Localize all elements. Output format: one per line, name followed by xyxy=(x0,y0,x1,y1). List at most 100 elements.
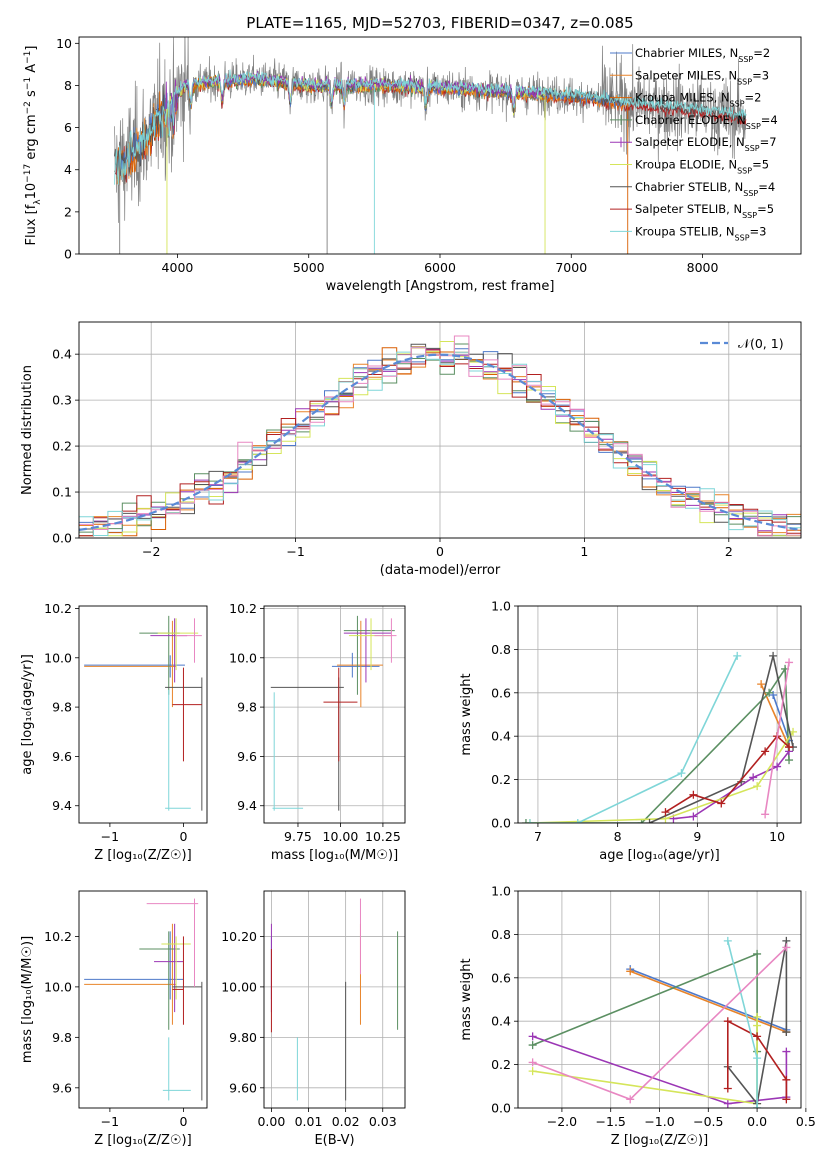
weight-marker xyxy=(528,1032,537,1041)
error-bar xyxy=(84,931,184,1000)
weight-line xyxy=(529,731,794,823)
weight-series xyxy=(723,1017,791,1104)
weight-marker xyxy=(769,651,778,660)
legend-count: =2 xyxy=(745,91,762,105)
legend-name: Kroupa ELODIE, N xyxy=(635,158,737,172)
y-tick-label: 0.2 xyxy=(52,439,72,454)
legend-name: Chabrier MILES, N xyxy=(635,46,738,60)
weight-marker xyxy=(689,812,698,821)
weight-marker xyxy=(723,1084,732,1093)
error-bar xyxy=(172,936,184,1025)
y-tick-label: 9.80 xyxy=(229,1030,257,1045)
y-tick-label: 10.2 xyxy=(44,929,72,944)
legend-sub: SSP xyxy=(742,211,757,220)
error-bar xyxy=(172,667,202,762)
x-tick-label: 0.02 xyxy=(332,1114,360,1129)
weight-marker xyxy=(757,680,766,689)
weight-line xyxy=(727,940,758,1108)
y-tick-label: 0.2 xyxy=(491,1057,511,1072)
weight-marker xyxy=(723,1099,732,1108)
weight-marker xyxy=(749,773,758,782)
weight-series xyxy=(528,943,791,1104)
x-tick-label: −2 xyxy=(142,544,160,559)
error-bar xyxy=(165,689,191,811)
error-bar xyxy=(139,615,180,695)
weight-marker xyxy=(785,756,794,765)
y-tick-label: 10.0 xyxy=(44,650,72,665)
weight-line xyxy=(727,940,788,1106)
error-bar xyxy=(323,667,358,762)
legend-name: Salpeter MILES, N xyxy=(635,68,737,82)
ylabel-part: ] xyxy=(24,46,39,51)
weight-line xyxy=(530,655,738,823)
legend-count: =2 xyxy=(753,46,770,60)
x-tick-label: −1.0 xyxy=(644,1114,674,1129)
x-tick-label: 8 xyxy=(614,829,622,844)
y-tick-label: 9.60 xyxy=(229,1080,257,1095)
ylabel-part: −1 xyxy=(23,77,33,90)
ylabel-part: λ xyxy=(33,199,43,205)
weight-marker xyxy=(661,808,670,817)
model-spectrum xyxy=(114,69,747,185)
x-tick-label: −1 xyxy=(101,1114,119,1129)
weight-marker xyxy=(753,1032,762,1041)
x-tick-label: 7000 xyxy=(555,260,587,275)
legend-count: =5 xyxy=(757,202,774,216)
y-tick-label: 9.8 xyxy=(52,1030,72,1045)
legend-count: =5 xyxy=(752,158,769,172)
y-tick-label: 6 xyxy=(64,120,72,135)
weight-line xyxy=(764,662,790,815)
legend-entry: Salpeter ELODIE, NSSP=7 xyxy=(635,135,777,153)
weight-line xyxy=(665,735,790,813)
z-mass-ylabel: mass [log₁₀(M/M☉)] xyxy=(20,936,35,1063)
ylabel-part: s xyxy=(24,90,39,101)
legend-name: Chabrier STELIB, N xyxy=(635,180,743,194)
ylabel-part: Flux [f xyxy=(24,204,39,245)
legend-count: =4 xyxy=(758,180,775,194)
x-tick-label: 0 xyxy=(179,1114,187,1129)
legend-name: Chabrier ELODIE, N xyxy=(635,113,746,127)
legend-entry: Salpeter MILES, NSSP=3 xyxy=(635,68,769,86)
weight-marker xyxy=(717,799,726,808)
histogram-series xyxy=(79,335,801,537)
ylabel-part: A xyxy=(24,64,39,77)
weight-marker xyxy=(761,747,770,756)
normal-curve xyxy=(79,353,801,531)
error-bar xyxy=(348,618,392,671)
legend-count: =4 xyxy=(761,113,778,127)
age-weight-frame xyxy=(517,605,802,824)
y-tick-label: 10.0 xyxy=(44,979,72,994)
y-tick-label: 0.8 xyxy=(491,927,511,942)
legend-name: Salpeter ELODIE, N xyxy=(635,135,745,149)
weight-marker xyxy=(753,1021,762,1030)
weight-series xyxy=(761,658,794,819)
legend-entry: Chabrier ELODIE, NSSP=4 xyxy=(635,113,778,130)
x-tick-label: 0.01 xyxy=(295,1114,323,1129)
y-tick-label: 1.0 xyxy=(491,599,511,614)
legend-entry: 𝒩(0, 1) xyxy=(738,336,784,351)
x-tick-label: 0.5 xyxy=(796,1114,816,1129)
weight-marker xyxy=(689,790,698,799)
y-tick-label: 0.8 xyxy=(491,642,511,657)
residuals-ylabel: Normed distribution xyxy=(20,365,35,495)
z-age-ylabel: age [log₁₀(age/yr)] xyxy=(20,654,35,775)
legend-count: =3 xyxy=(750,224,767,238)
x-tick-label: −1.5 xyxy=(596,1114,626,1129)
weight-marker xyxy=(785,658,794,667)
z-weight-axes: −2.0 −1.5 −1.0 −0.5 0.0 0.5 0.0 0.2 0.4 0.6 0.8 1.0 xyxy=(491,884,816,1130)
y-tick-label: 9.6 xyxy=(52,1080,72,1095)
x-tick-label: 1 xyxy=(580,544,588,559)
legend-entry: Chabrier STELIB, NSSP=4 xyxy=(635,180,775,198)
x-tick-label: 0.0 xyxy=(747,1114,767,1129)
age-weight-axes: 7 8 9 10 0.0 0.2 0.4 0.6 0.8 1.0 xyxy=(491,599,801,844)
mass-age-frame xyxy=(263,605,406,824)
z-mass-axes: −1 0 9.6 9.8 10.0 10.2 xyxy=(44,929,187,1129)
x-tick-label: 9 xyxy=(693,829,701,844)
x-tick-label: −1 xyxy=(286,544,304,559)
x-tick-label: 10 xyxy=(769,829,785,844)
error-bar xyxy=(84,620,177,708)
age-weight-ylabel: mass weight xyxy=(459,673,474,755)
weight-line xyxy=(629,968,787,1031)
x-tick-label: 0.00 xyxy=(257,1114,285,1129)
